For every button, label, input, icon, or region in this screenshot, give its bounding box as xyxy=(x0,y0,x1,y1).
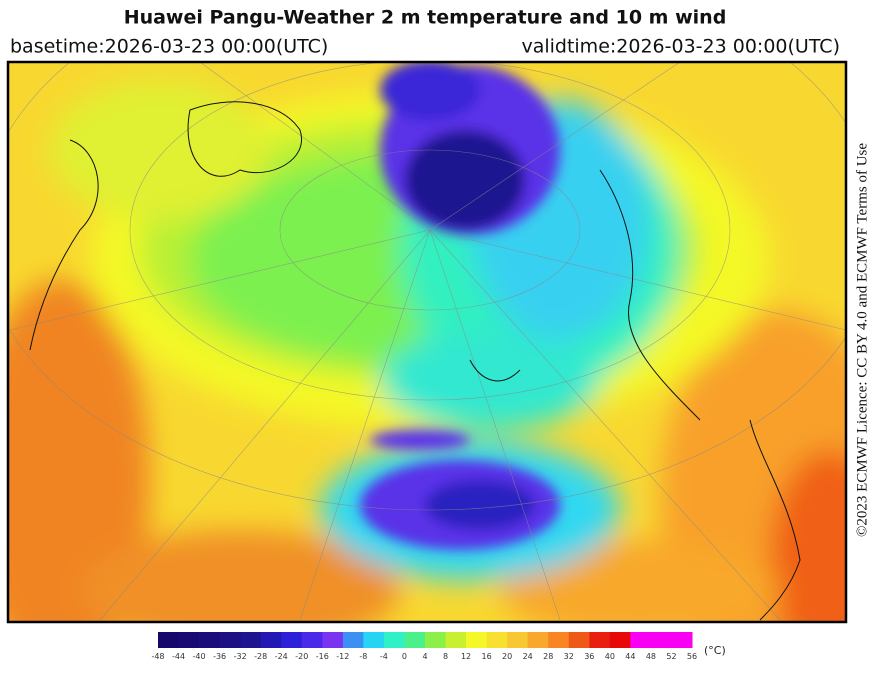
map-frame xyxy=(6,60,848,624)
colorbar-segment xyxy=(425,632,447,648)
colorbar-segment xyxy=(301,632,323,648)
colorbar-tick-label: -12 xyxy=(336,652,349,661)
colorbar-segment xyxy=(548,632,570,648)
basetime: basetime:2026-03-23 00:00(UTC) xyxy=(10,36,328,58)
colorbar-tick-label: 12 xyxy=(461,652,471,661)
validtime: validtime:2026-03-23 00:00(UTC) xyxy=(521,36,840,58)
colorbar-tick-label: 32 xyxy=(564,652,574,661)
colorbar-tick-label: 40 xyxy=(605,652,615,661)
colorbar-segment xyxy=(507,632,529,648)
colorbar-segment xyxy=(260,632,282,648)
colorbar-tick-label: -24 xyxy=(275,652,288,661)
colorbar-segment xyxy=(671,632,693,648)
colorbar-tick-label: 24 xyxy=(523,652,533,661)
colorbar-tick-label: 28 xyxy=(543,652,553,661)
colorbar-segment xyxy=(650,632,672,648)
colorbar-tick-label: -40 xyxy=(193,652,206,661)
colorbar-tick-label: -44 xyxy=(172,652,185,661)
colorbar-tick-label: 8 xyxy=(443,652,448,661)
colorbar-segment xyxy=(322,632,344,648)
colorbar-tick-label: -8 xyxy=(359,652,367,661)
map-title: Huawei Pangu-Weather 2 m temperature and… xyxy=(124,7,727,29)
colorbar-segment xyxy=(486,632,508,648)
colorbar-tick-label: 16 xyxy=(482,652,492,661)
colorbar-segment xyxy=(219,632,241,648)
colorbar-tick-label: -32 xyxy=(234,652,247,661)
colorbar-tick-label: -16 xyxy=(316,652,329,661)
colorbar-segment xyxy=(158,632,180,648)
colorbar-segment xyxy=(199,632,221,648)
copyright-notice: ©2023 ECMWF Licence: CC BY 4.0 and ECMWF… xyxy=(854,143,870,537)
colorbar-segment xyxy=(445,632,467,648)
colorbar-tick-label: -4 xyxy=(380,652,388,661)
colorbar-tick-label: -28 xyxy=(254,652,267,661)
colorbar-segment xyxy=(178,632,200,648)
colorbar-tick-label: -20 xyxy=(295,652,308,661)
colorbar-tick-label: 52 xyxy=(666,652,676,661)
colorbar-unit: (°C) xyxy=(704,644,726,657)
colorbar-tick-label: 44 xyxy=(625,652,635,661)
colorbar-tick-label: 48 xyxy=(646,652,656,661)
colorbar-segment xyxy=(342,632,364,648)
colorbar-segment xyxy=(589,632,611,648)
colorbar-segment xyxy=(466,632,488,648)
colorbar-tick-label: 0 xyxy=(402,652,407,661)
colorbar-segment xyxy=(240,632,262,648)
colorbar-segment xyxy=(383,632,405,648)
colorbar-segment xyxy=(568,632,590,648)
colorbar-tick-label: 36 xyxy=(584,652,594,661)
colorbar: -48 -44 -40 -36 -32 -28 -24 -20 -16 -12 -8 -4 0 4 8 12 1… xyxy=(151,632,697,661)
colorbar-tick-label: 20 xyxy=(502,652,512,661)
colorbar-segment xyxy=(404,632,426,648)
colorbar-tick-label: -36 xyxy=(213,652,226,661)
colorbar-tick-label: -48 xyxy=(151,652,164,661)
colorbar-segment xyxy=(363,632,385,648)
colorbar-segment xyxy=(281,632,303,648)
colorbar-segment xyxy=(630,632,652,648)
colorbar-segment xyxy=(527,632,549,648)
colorbar-tick-label: 56 xyxy=(687,652,697,661)
colorbar-segment xyxy=(609,632,631,648)
colorbar-tick-label: 4 xyxy=(422,652,427,661)
